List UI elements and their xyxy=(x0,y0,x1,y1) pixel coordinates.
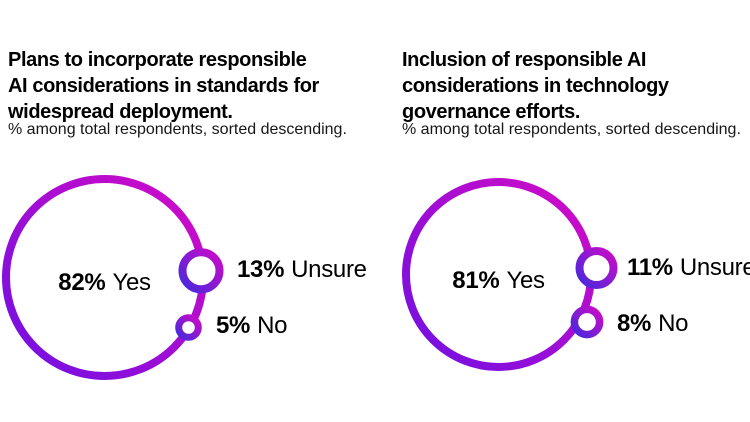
chart-title-line: Plans to incorporate responsible xyxy=(8,48,307,71)
yes-text: Yes xyxy=(112,269,151,296)
unsure-bubble-circle xyxy=(178,248,224,294)
no-percent: 8% xyxy=(617,310,652,337)
yes-percent: 81% xyxy=(452,267,500,294)
chart-technology-governance: Inclusion of responsible AI consideratio… xyxy=(375,0,750,422)
no-label: 8% No xyxy=(617,310,688,338)
unsure-text: Unsure xyxy=(679,254,750,281)
bubble-chart-canvas xyxy=(2,175,224,380)
chart-title-line: considerations in technology xyxy=(402,74,669,97)
unsure-bubble-circle xyxy=(575,247,618,289)
no-text: No xyxy=(257,312,288,339)
bubble-chart-canvas xyxy=(402,178,618,371)
chart-title-line: governance efforts. xyxy=(402,100,581,123)
chart-title-line: Inclusion of responsible AI xyxy=(402,48,647,71)
chart-title-line: AI considerations in standards for xyxy=(8,74,319,97)
no-bubble-circle xyxy=(570,305,604,339)
chart-subtitle: % among total respondents, sorted descen… xyxy=(402,121,741,138)
yes-percent: 82% xyxy=(58,269,106,296)
chart-title: Plans to incorporate responsible AI cons… xyxy=(8,47,319,125)
yes-text: Yes xyxy=(506,267,545,294)
chart-title: Inclusion of responsible AI consideratio… xyxy=(402,47,669,125)
chart-subtitle: % among total respondents, sorted descen… xyxy=(8,121,347,138)
unsure-percent: 11% xyxy=(627,254,673,281)
yes-label: 82% Yes xyxy=(4,269,205,297)
no-text: No xyxy=(658,310,689,337)
no-percent: 5% xyxy=(216,312,251,339)
no-bubble-circle xyxy=(175,314,202,341)
unsure-label: 13% Unsure xyxy=(237,256,367,284)
chart-standards-deployment: Plans to incorporate responsible AI cons… xyxy=(2,47,367,380)
unsure-label: 11% Unsure xyxy=(627,254,750,282)
yes-label: 81% Yes xyxy=(401,267,596,295)
unsure-text: Unsure xyxy=(291,256,367,283)
unsure-percent: 13% xyxy=(237,256,285,283)
chart-title-line: widespread deployment. xyxy=(8,100,233,123)
no-label: 5% No xyxy=(216,312,287,340)
